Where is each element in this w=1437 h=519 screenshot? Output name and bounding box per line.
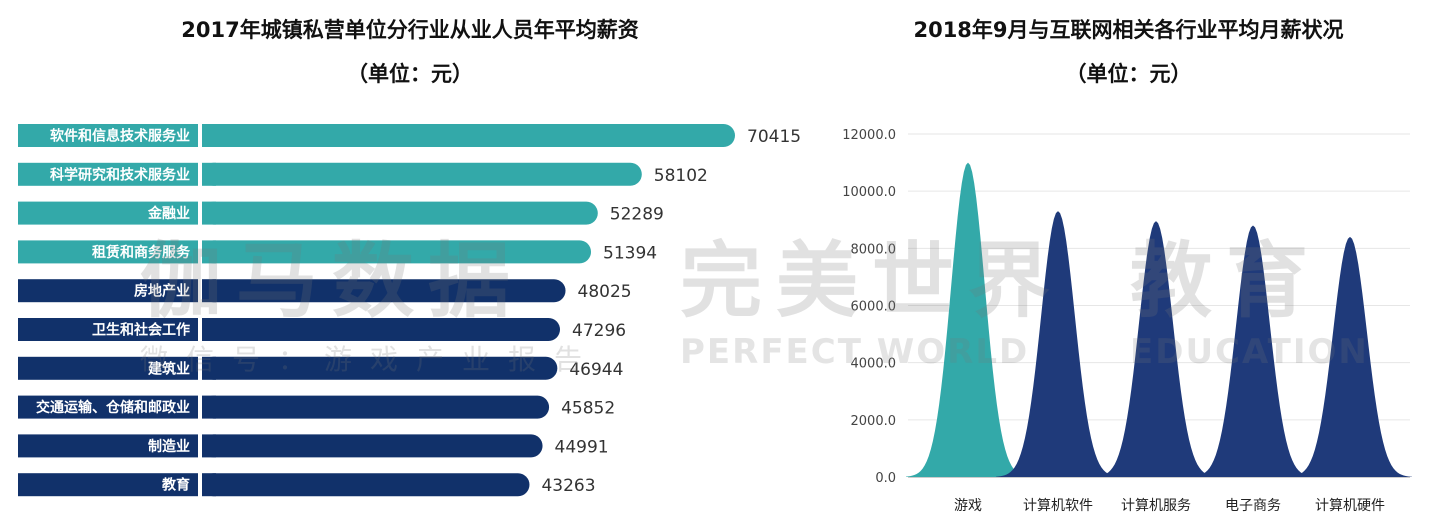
bar-left-edge xyxy=(202,473,216,497)
data-label: 46944 xyxy=(569,360,623,380)
data-label: 44991 xyxy=(555,437,609,457)
peak-shape xyxy=(1094,221,1218,477)
category-label: 金融业 xyxy=(147,205,190,222)
bar xyxy=(202,240,592,264)
right-chart-title: 2018年9月与互联网相关各行业平均月薪状况 xyxy=(913,18,1344,42)
bar-left-edge xyxy=(202,162,216,186)
y-tick-label: 10000.0 xyxy=(842,185,896,200)
x-tick-label: 计算机服务 xyxy=(1121,498,1191,514)
y-tick-label: 4000.0 xyxy=(851,357,897,372)
bar xyxy=(202,318,561,341)
category-label: 交通运输、仓储和邮政业 xyxy=(36,399,190,416)
bar-left-edge xyxy=(202,318,216,341)
category-label: 卫生和社会工作 xyxy=(92,322,190,339)
bar-left-edge xyxy=(202,434,216,458)
category-label-bg xyxy=(18,124,198,147)
y-tick-label: 2000.0 xyxy=(851,414,897,429)
y-tick-label: 6000.0 xyxy=(851,300,897,315)
x-tick-label: 游戏 xyxy=(954,498,982,514)
category-label-bg xyxy=(18,201,198,225)
bar xyxy=(202,434,543,458)
bar xyxy=(202,162,642,186)
category-label-bg xyxy=(18,162,198,186)
category-label-bg xyxy=(18,279,198,303)
category-label-bg xyxy=(18,395,198,419)
bar xyxy=(202,279,566,303)
right-chart-unit: （单位：元） xyxy=(1065,62,1192,86)
data-label: 45852 xyxy=(561,399,615,419)
bar-left-edge xyxy=(202,240,216,264)
category-label-bg xyxy=(18,473,198,497)
left-chart-title: 2017年城镇私营单位分行业从业人员年平均薪资 xyxy=(181,18,639,42)
data-label: 48025 xyxy=(578,282,632,302)
bar xyxy=(202,356,558,380)
category-label: 房地产业 xyxy=(134,283,190,300)
bar-left-edge xyxy=(202,201,216,225)
bar-left-edge xyxy=(202,356,216,380)
peak-shape xyxy=(996,211,1120,477)
bar-left-edge xyxy=(202,395,216,419)
x-tick-label: 计算机硬件 xyxy=(1315,498,1385,514)
left-chart-panel: 2017年城镇私营单位分行业从业人员年平均薪资 （单位：元） 软件和信息技术服务… xyxy=(18,18,801,497)
data-label: 43263 xyxy=(541,476,595,496)
category-label: 科学研究和技术服务业 xyxy=(50,166,190,183)
bar xyxy=(202,473,530,497)
x-tick-label: 计算机软件 xyxy=(1023,498,1093,514)
peak-chart: 0.0 2000.0 4000.0 6000.0 8000.0 10000.0 12000.… xyxy=(842,128,1412,514)
bar-left-edge xyxy=(202,279,216,303)
right-chart-panel: 2018年9月与互联网相关各行业平均月薪状况 （单位：元） 0.0 2000.0 4… xyxy=(820,0,1437,519)
category-label-bg xyxy=(18,318,198,341)
x-tick-label: 电子商务 xyxy=(1225,498,1281,514)
data-label: 58102 xyxy=(654,166,708,186)
category-label-bg xyxy=(18,356,198,380)
data-label: 70415 xyxy=(747,127,801,147)
data-label: 52289 xyxy=(610,205,664,225)
category-label: 租赁和商务服务 xyxy=(92,244,191,261)
category-label: 制造业 xyxy=(148,438,190,455)
data-label: 51394 xyxy=(603,243,657,263)
category-label: 软件和信息技术服务业 xyxy=(50,128,190,145)
bar-left-edge xyxy=(202,124,216,147)
category-label: 建筑业 xyxy=(148,360,190,377)
y-tick-label: 0.0 xyxy=(875,471,896,486)
y-tick-label: 8000.0 xyxy=(851,242,897,257)
data-label: 47296 xyxy=(572,321,626,341)
bar xyxy=(202,201,598,225)
category-label-bg xyxy=(18,240,198,264)
y-tick-label: 12000.0 xyxy=(842,128,896,143)
bar-chart: 软件和信息技术服务业 70415 科学研究和技术服务业 58102 金融业 52289 租赁… xyxy=(18,124,801,497)
category-label: 教育 xyxy=(162,477,190,494)
left-chart-unit: （单位：元） xyxy=(347,62,473,86)
peak-shape xyxy=(906,162,1030,477)
peak-shape xyxy=(1191,225,1315,477)
category-label-bg xyxy=(18,434,198,458)
bar xyxy=(202,124,735,147)
bar xyxy=(202,395,550,419)
peak-shape xyxy=(1288,236,1412,477)
